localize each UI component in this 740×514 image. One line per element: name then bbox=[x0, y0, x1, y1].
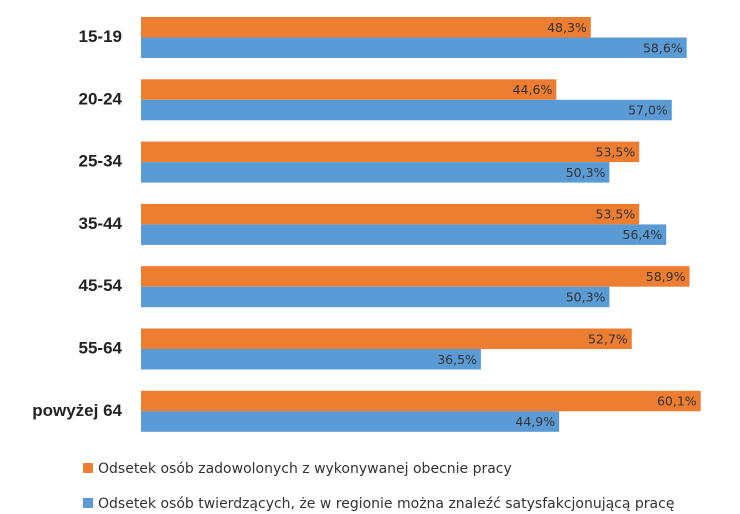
category-label: 35-44 bbox=[79, 214, 123, 233]
data-label: 36,5% bbox=[437, 352, 477, 367]
data-label: 44,9% bbox=[515, 414, 555, 429]
data-label: 50,3% bbox=[566, 289, 606, 304]
bar bbox=[141, 79, 557, 100]
category-label: powyżej 64 bbox=[32, 401, 122, 420]
data-label: 57,0% bbox=[628, 103, 668, 118]
category-label: 15-19 bbox=[79, 27, 122, 46]
data-label: 58,9% bbox=[646, 269, 686, 284]
bar bbox=[141, 141, 640, 163]
bar bbox=[141, 411, 560, 432]
data-label: 53,5% bbox=[596, 144, 636, 159]
bar bbox=[141, 328, 632, 349]
legend-label: Odsetek osób twierdzących, że w regionie… bbox=[98, 496, 674, 512]
bar bbox=[141, 266, 690, 287]
bar bbox=[141, 99, 672, 121]
category-label: 55-64 bbox=[79, 338, 123, 357]
bar bbox=[141, 224, 667, 245]
bar bbox=[141, 17, 591, 38]
category-label: 45-54 bbox=[79, 276, 123, 295]
bar bbox=[141, 37, 687, 58]
data-label: 60,1% bbox=[657, 394, 697, 409]
data-label: 53,5% bbox=[596, 207, 636, 222]
legend-swatch bbox=[83, 498, 93, 508]
bar bbox=[141, 203, 640, 225]
category-label: 25-34 bbox=[79, 152, 123, 171]
data-label: 50,3% bbox=[566, 165, 606, 180]
data-label: 48,3% bbox=[547, 20, 587, 35]
legend-label: Odsetek osób zadowolonych z wykonywanej … bbox=[98, 461, 512, 477]
category-label: 20-24 bbox=[79, 89, 123, 108]
bar bbox=[141, 286, 610, 308]
data-label: 58,6% bbox=[643, 40, 683, 55]
data-label: 56,4% bbox=[623, 227, 663, 242]
data-label: 52,7% bbox=[588, 331, 628, 346]
bar bbox=[141, 162, 610, 183]
bar bbox=[141, 349, 481, 370]
legend-swatch bbox=[83, 463, 93, 473]
bar bbox=[141, 390, 701, 412]
data-label: 44,6% bbox=[513, 82, 553, 97]
